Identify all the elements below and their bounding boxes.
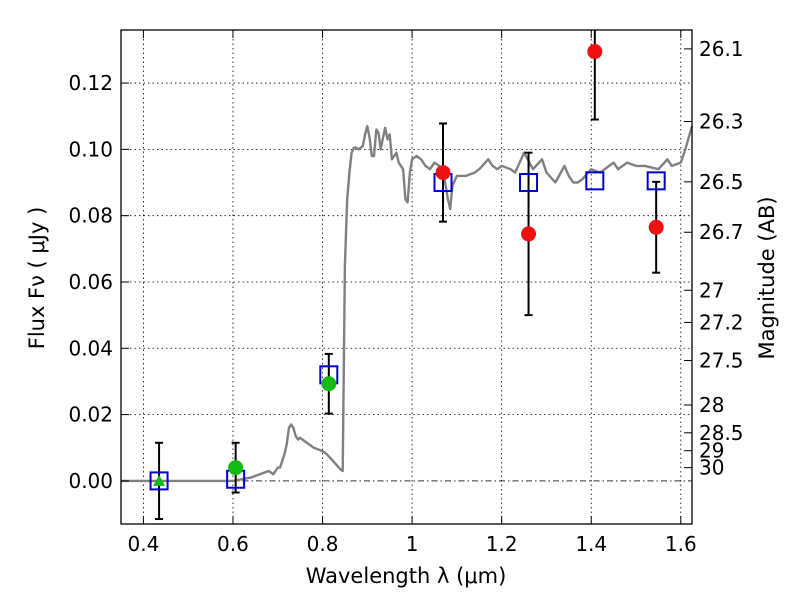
model-flux-square [149,471,169,491]
optical-flux-point [321,376,337,392]
y-tick-label: 0.04 [68,336,113,360]
right-tick-label: 27.2 [699,310,744,334]
y-tick-label: 0.00 [68,469,113,493]
y-tick-label: 0.10 [68,137,113,161]
right-tick-label: 26.7 [699,220,744,244]
model-flux-square [646,171,666,191]
y-tick-label: 0.06 [68,270,113,294]
x-tick-label: 1.6 [665,532,697,556]
x-tick-label: 1 [406,532,419,556]
upper-limit-triangle [153,474,166,486]
plot-frame [120,29,693,525]
model-flux-square [585,171,605,191]
right-tick-label: 29 [699,439,724,463]
x-tick-label: 1.4 [575,532,607,556]
ir-flux-point [521,226,537,242]
x-tick-label: 1.2 [486,532,518,556]
grid-lines [121,30,692,524]
x-axis-label: Wavelength λ (μm) [306,564,507,588]
right-tick-label: 30 [699,456,724,480]
y-tick-label: 0.02 [68,403,113,427]
right-tick-label: 28 [699,393,724,417]
ir-flux-point [648,219,664,235]
right-tick-label: 27.5 [699,349,744,373]
x-tick-label: 0.8 [307,532,339,556]
x-tick-label: 0.4 [127,532,159,556]
ir-flux-point [587,44,603,60]
x-axis-label-text: Wavelength λ (μm) [306,564,507,588]
y-tick-label: 0.08 [68,204,113,228]
right-tick-label: 28.5 [699,421,744,445]
photometry-markers [149,44,666,491]
right-tick-label: 26.5 [699,170,744,194]
right-tick-label: 26.3 [699,110,744,134]
x-tick-label: 0.6 [217,532,249,556]
error-bars [155,30,661,521]
y-tick-label: 0.12 [68,71,113,95]
sed-line [121,124,694,483]
y-axis-label: Flux Fν ( μJy ) [25,207,49,350]
model-flux-square [519,173,539,193]
axis-ticks: 0.4 0.6 0.8 1 1.2 1.4 1.6 0.00 0.02 0.04 0.06 0.08 0… [68,30,744,556]
right-tick-label: 27 [699,278,724,302]
optical-flux-point [228,460,244,476]
model-sed-curve [121,124,694,483]
right-tick-label: 26.1 [699,37,744,61]
ir-flux-point [435,165,451,181]
right-axis-label: Magnitude (AB) [755,196,779,359]
